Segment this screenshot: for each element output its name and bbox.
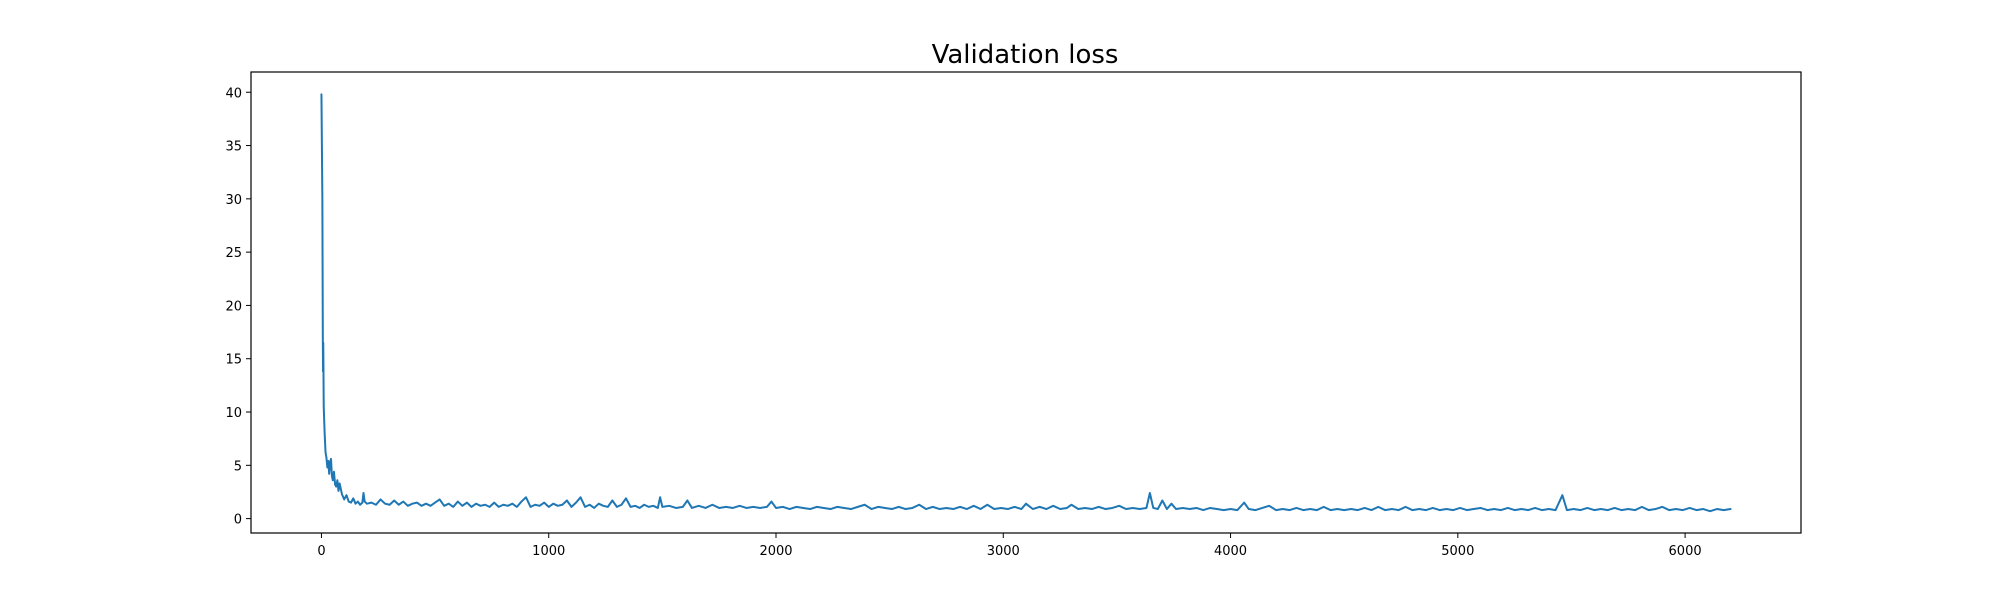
x-axis-ticks: 0 1000 2000 3000 4000 5000 6000 [317,533,1702,559]
y-tick-label: 0 [234,513,242,528]
x-tick-label: 4000 [1214,544,1247,559]
x-tick-label: 0 [317,544,325,559]
y-axis-ticks: 0 5 10 15 20 25 30 35 40 [225,86,251,528]
y-tick-label: 5 [234,459,242,474]
y-tick-label: 10 [225,406,242,421]
x-tick-label: 3000 [987,544,1020,559]
y-tick-label: 40 [225,86,242,101]
y-tick-label: 15 [225,353,242,368]
y-tick-label: 20 [225,299,242,314]
y-tick-label: 25 [225,246,242,261]
chart-title: Validation loss [932,40,1119,70]
y-tick-label: 35 [225,140,242,155]
x-tick-label: 5000 [1441,544,1474,559]
plot-area-frame [250,71,1802,534]
x-tick-label: 1000 [532,544,565,559]
x-tick-label: 6000 [1669,544,1702,559]
y-tick-label: 30 [225,193,242,208]
series-line [320,93,1732,513]
x-tick-label: 2000 [759,544,792,559]
